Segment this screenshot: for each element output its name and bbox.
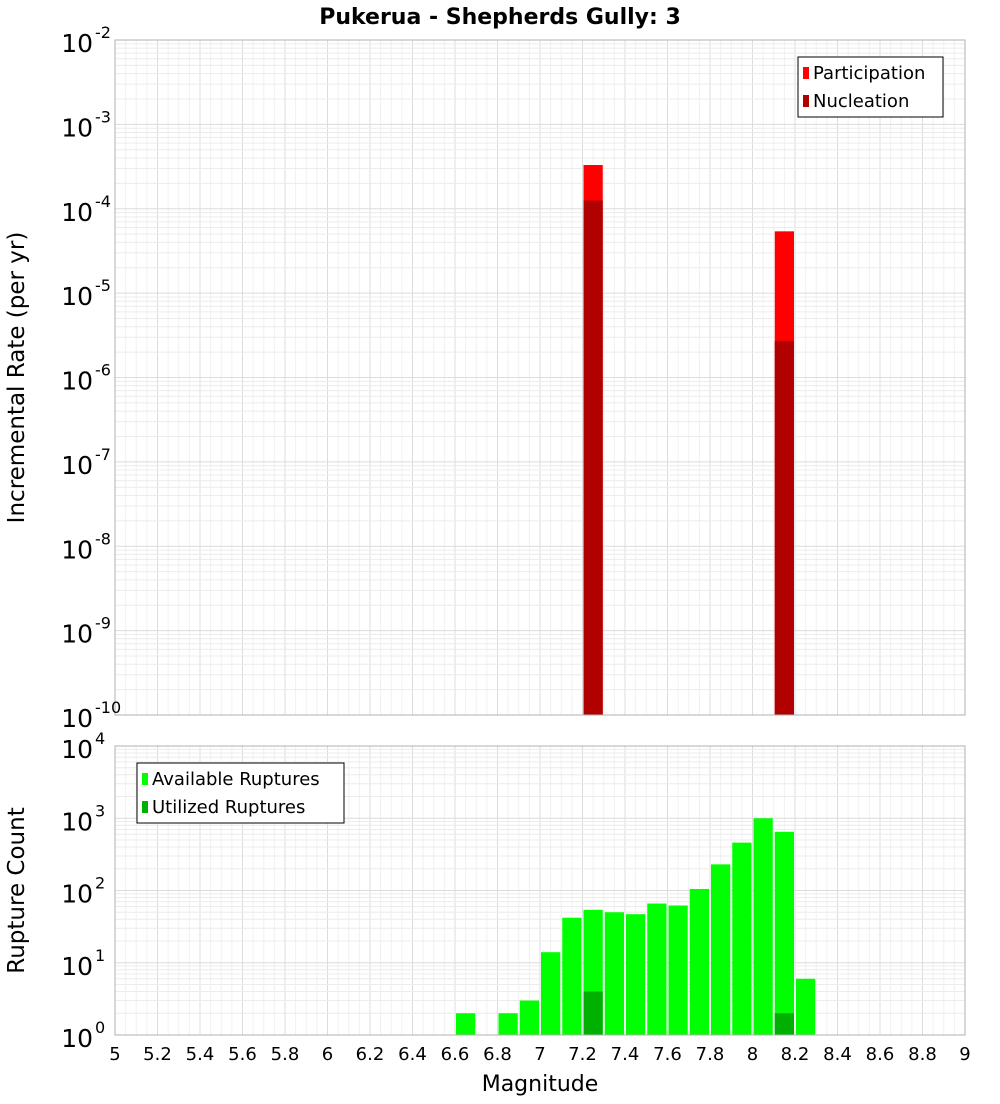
- y-tick-exponent: 0: [95, 1018, 105, 1037]
- y-tick-label: 10: [61, 880, 93, 909]
- x-tick-label: 6: [322, 1044, 333, 1065]
- x-tick-label: 7.6: [653, 1044, 682, 1065]
- x-tick-label: 5.4: [186, 1044, 215, 1065]
- y-tick-label: 10: [61, 704, 93, 733]
- legend-entry: Nucleation: [813, 91, 909, 112]
- x-tick-label: 5.2: [143, 1044, 172, 1065]
- legend-entry: Utilized Ruptures: [152, 797, 305, 818]
- legend-swatch: [803, 67, 809, 79]
- legend-swatch: [803, 95, 809, 107]
- x-tick-label: 9: [959, 1044, 970, 1065]
- bar-available-ruptures: [604, 912, 624, 1035]
- legend-entry: Available Ruptures: [152, 769, 320, 790]
- y-axis-label: Incremental Rate (per yr): [4, 232, 30, 524]
- y-tick-exponent: -3: [95, 107, 111, 126]
- x-tick-label: 7.4: [611, 1044, 640, 1065]
- x-tick-label: 7: [534, 1044, 545, 1065]
- y-tick-label: 10: [61, 282, 93, 311]
- y-tick-exponent: -4: [95, 192, 111, 211]
- bar-utilized-ruptures: [774, 1013, 794, 1035]
- bar-available-ruptures: [541, 952, 561, 1035]
- bar-available-ruptures: [668, 905, 688, 1035]
- legend-swatch: [142, 773, 148, 785]
- y-tick-label: 10: [61, 535, 93, 564]
- bar-available-ruptures: [753, 818, 773, 1035]
- chart-title: Pukerua - Shepherds Gully: 3: [319, 5, 681, 30]
- legend-entry: Participation: [813, 63, 925, 84]
- y-tick-label: 10: [61, 367, 93, 396]
- y-tick-exponent: -7: [95, 445, 111, 464]
- plot-frame: [114, 745, 966, 1036]
- bar-available-ruptures: [647, 903, 667, 1035]
- legend-box: [797, 56, 944, 118]
- y-tick-label: 10: [61, 735, 93, 764]
- y-axis-label: Rupture Count: [4, 807, 30, 973]
- legend-swatch: [142, 801, 148, 813]
- bar-available-ruptures: [626, 914, 646, 1035]
- bar-available-ruptures: [456, 1013, 476, 1035]
- bar-utilized-ruptures: [583, 991, 603, 1035]
- y-tick-label: 10: [61, 1024, 93, 1053]
- y-tick-exponent: -2: [95, 23, 111, 42]
- x-tick-label: 8: [747, 1044, 758, 1065]
- y-tick-label: 10: [61, 29, 93, 58]
- bar-available-ruptures: [711, 864, 731, 1035]
- x-tick-label: 7.2: [568, 1044, 597, 1065]
- x-tick-label: 8.6: [866, 1044, 895, 1065]
- y-tick-exponent: 4: [95, 729, 105, 748]
- y-tick-label: 10: [61, 198, 93, 227]
- y-tick-exponent: -10: [95, 698, 121, 717]
- y-tick-exponent: -5: [95, 276, 111, 295]
- y-tick-label: 10: [61, 451, 93, 480]
- legend: Participation Nucleation: [797, 56, 944, 118]
- bar-available-ruptures: [562, 917, 582, 1035]
- bar-available-ruptures: [774, 831, 794, 1035]
- y-tick-label: 10: [61, 620, 93, 649]
- bar-available-ruptures: [519, 1000, 539, 1035]
- x-tick-label: 6.8: [483, 1044, 512, 1065]
- bar-available-ruptures: [796, 978, 816, 1035]
- y-tick-label: 10: [61, 952, 93, 981]
- bar-nucleation: [583, 200, 603, 715]
- x-tick-label: 5.8: [271, 1044, 300, 1065]
- y-tick-label: 10: [61, 113, 93, 142]
- plot-frame: [114, 39, 966, 716]
- x-tick-label: 6.4: [398, 1044, 427, 1065]
- y-tick-exponent: 3: [95, 801, 105, 820]
- x-tick-label: 6.6: [441, 1044, 470, 1065]
- x-tick-label: 8.2: [781, 1044, 810, 1065]
- bar-available-ruptures: [732, 842, 752, 1035]
- x-tick-label: 5.6: [228, 1044, 257, 1065]
- y-tick-exponent: -9: [95, 614, 111, 633]
- x-tick-label: 8.8: [908, 1044, 937, 1065]
- bar-nucleation: [774, 341, 794, 715]
- y-tick-exponent: 2: [95, 874, 105, 893]
- x-tick-label: 7.8: [696, 1044, 725, 1065]
- y-tick-exponent: -8: [95, 529, 111, 548]
- x-tick-label: 5: [109, 1044, 120, 1065]
- x-tick-label: 6.2: [356, 1044, 385, 1065]
- y-tick-exponent: -6: [95, 361, 111, 380]
- x-tick-label: 8.4: [823, 1044, 852, 1065]
- y-tick-label: 10: [61, 807, 93, 836]
- bar-available-ruptures: [689, 888, 709, 1035]
- bar-available-ruptures: [498, 1013, 518, 1035]
- legend: Available Ruptures Utilized Ruptures: [136, 762, 345, 824]
- y-tick-exponent: 1: [95, 946, 105, 965]
- legend-box: [136, 762, 345, 824]
- x-axis-label: Magnitude: [482, 1072, 599, 1097]
